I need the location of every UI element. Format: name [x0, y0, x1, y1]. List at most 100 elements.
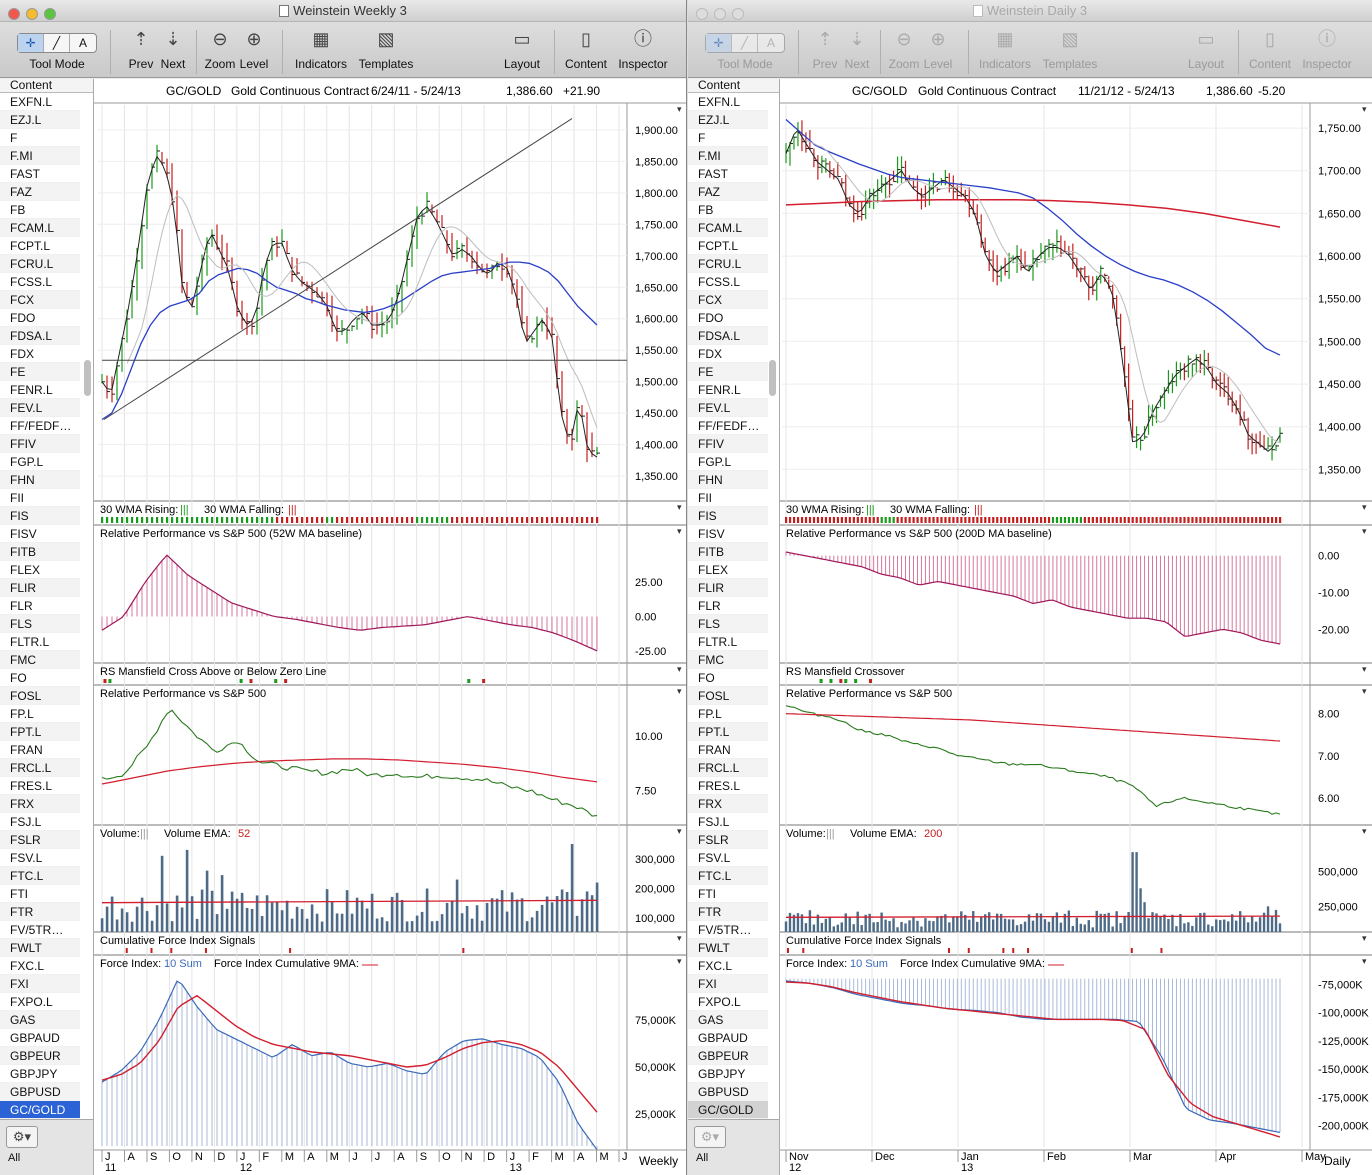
list-item[interactable]: FO — [0, 669, 80, 687]
list-item[interactable]: FDO — [688, 309, 768, 327]
list-item[interactable]: GBPJPY — [0, 1065, 80, 1083]
templates-button[interactable]: ▧ Templates — [356, 25, 416, 71]
list-item[interactable]: FCSS.L — [0, 273, 80, 291]
list-item[interactable]: FAST — [688, 165, 768, 183]
list-item[interactable]: FMC — [0, 651, 80, 669]
close-icon[interactable] — [696, 8, 708, 20]
list-item[interactable]: FLS — [688, 615, 768, 633]
list-item[interactable]: FDX — [688, 345, 768, 363]
list-item[interactable]: FE — [0, 363, 80, 381]
list-item[interactable]: FWLT — [688, 939, 768, 957]
list-item[interactable]: FFIV — [0, 435, 80, 453]
list-item[interactable]: FII — [0, 489, 80, 507]
next-button[interactable]: ⇣ Next — [842, 25, 872, 71]
close-icon[interactable] — [8, 8, 20, 20]
list-item[interactable]: FSV.L — [688, 849, 768, 867]
list-item[interactable]: FSLR — [688, 831, 768, 849]
list-item[interactable]: FCPT.L — [0, 237, 80, 255]
content-button[interactable]: ▯ Content — [562, 25, 610, 71]
list-item[interactable]: GBPUSD — [0, 1083, 80, 1101]
list-item[interactable]: FRX — [688, 795, 768, 813]
list-item[interactable]: FGP.L — [688, 453, 768, 471]
list-item[interactable]: FLIR — [0, 579, 80, 597]
list-item[interactable]: FCRU.L — [688, 255, 768, 273]
inspector-button[interactable]: ⓘ Inspector — [614, 25, 672, 71]
gear-icon[interactable]: ⚙▾ — [694, 1126, 726, 1148]
list-item[interactable]: FLTR.L — [688, 633, 768, 651]
inspector-button[interactable]: ⓘ Inspector — [1298, 25, 1356, 71]
list-item[interactable]: GBPAUD — [0, 1029, 80, 1047]
sidebar-header[interactable]: Content — [0, 79, 93, 93]
sidebar-scrollbar[interactable] — [84, 360, 91, 396]
content-button[interactable]: ▯ Content — [1246, 25, 1294, 71]
indicators-button[interactable]: ▦ Indicators — [292, 25, 350, 71]
list-item[interactable]: FXC.L — [688, 957, 768, 975]
gear-icon[interactable]: ⚙▾ — [6, 1126, 38, 1148]
list-item[interactable]: FEV.L — [688, 399, 768, 417]
text-tool-icon[interactable]: A — [766, 36, 775, 50]
list-item[interactable]: FRX — [0, 795, 80, 813]
list-item[interactable]: EZJ.L — [0, 111, 80, 129]
list-item[interactable]: FO — [688, 669, 768, 687]
list-item[interactable]: FV/5TR… — [0, 921, 80, 939]
list-item[interactable]: FLR — [0, 597, 80, 615]
list-item[interactable]: FB — [0, 201, 80, 219]
list-item[interactable]: FP.L — [0, 705, 80, 723]
list-item[interactable]: FFIV — [688, 435, 768, 453]
list-item[interactable]: FAZ — [0, 183, 80, 201]
list-item[interactable]: FHN — [688, 471, 768, 489]
list-item[interactable]: FSJ.L — [0, 813, 80, 831]
line-tool-icon[interactable]: ╱ — [732, 34, 758, 52]
level-button[interactable]: ⊕ Level — [238, 25, 270, 71]
list-item[interactable]: GBPAUD — [688, 1029, 768, 1047]
list-item[interactable]: FB — [688, 201, 768, 219]
list-item[interactable]: FP.L — [688, 705, 768, 723]
list-item[interactable]: GBPJPY — [688, 1065, 768, 1083]
text-tool-icon[interactable]: A — [78, 36, 87, 50]
list-item[interactable]: FEV.L — [0, 399, 80, 417]
list-item[interactable]: FGP.L — [0, 453, 80, 471]
list-item[interactable]: FCX — [0, 291, 80, 309]
title-bar[interactable]: Weinstein Daily 3 — [688, 0, 1372, 22]
list-item[interactable]: FF/FEDF… — [688, 417, 768, 435]
list-item[interactable]: FAST — [0, 165, 80, 183]
indicators-button[interactable]: ▦ Indicators — [976, 25, 1034, 71]
list-item[interactable]: FPT.L — [688, 723, 768, 741]
list-item[interactable]: FHN — [0, 471, 80, 489]
list-item[interactable]: FDX — [0, 345, 80, 363]
layout-button[interactable]: ▭ Layout — [1184, 25, 1228, 71]
list-item[interactable]: GBPEUR — [688, 1047, 768, 1065]
list-item[interactable]: FCAM.L — [0, 219, 80, 237]
zoom-button[interactable]: ⊖ Zoom — [204, 25, 236, 71]
list-item[interactable]: EZJ.L — [688, 111, 768, 129]
crosshair-tool-icon[interactable]: ✛ — [18, 34, 44, 52]
list-item[interactable]: FXPO.L — [0, 993, 80, 1011]
sidebar-scrollbar[interactable] — [769, 360, 776, 396]
list-item[interactable]: F.MI — [0, 147, 80, 165]
list-item[interactable]: EXFN.L — [0, 93, 80, 111]
list-item[interactable]: FDSA.L — [0, 327, 80, 345]
list-item[interactable]: FITB — [688, 543, 768, 561]
list-item[interactable]: FOSL — [0, 687, 80, 705]
list-item[interactable]: FIS — [688, 507, 768, 525]
list-item[interactable]: GC/GOLD — [688, 1101, 768, 1119]
minimize-icon[interactable] — [714, 8, 726, 20]
list-item[interactable]: FAZ — [688, 183, 768, 201]
list-item[interactable]: FLIR — [688, 579, 768, 597]
zoom-window-icon[interactable] — [44, 8, 56, 20]
list-item[interactable]: F.MI — [688, 147, 768, 165]
sidebar-header[interactable]: Content — [688, 79, 779, 93]
list-item[interactable]: FSJ.L — [688, 813, 768, 831]
list-item[interactable]: FXI — [688, 975, 768, 993]
prev-button[interactable]: ⇡ Prev — [810, 25, 840, 71]
list-item[interactable]: FLEX — [0, 561, 80, 579]
list-item[interactable]: FPT.L — [0, 723, 80, 741]
list-item[interactable]: FF/FEDF… — [0, 417, 80, 435]
list-item[interactable]: FWLT — [0, 939, 80, 957]
line-tool-icon[interactable]: ╱ — [44, 34, 70, 52]
list-item[interactable]: FIS — [0, 507, 80, 525]
prev-button[interactable]: ⇡ Prev — [126, 25, 156, 71]
list-item[interactable]: GAS — [0, 1011, 80, 1029]
tool-mode-control[interactable]: ✛ ╱ A Tool Mode — [14, 25, 100, 71]
minimize-icon[interactable] — [26, 8, 38, 20]
